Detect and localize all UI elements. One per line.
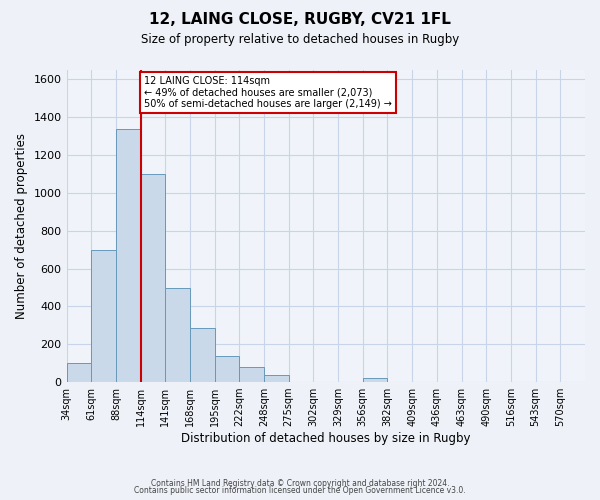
Text: 12 LAING CLOSE: 114sqm
← 49% of detached houses are smaller (2,073)
50% of semi-: 12 LAING CLOSE: 114sqm ← 49% of detached…: [145, 76, 392, 110]
Bar: [264, 376, 289, 382]
X-axis label: Distribution of detached houses by size in Rugby: Distribution of detached houses by size …: [181, 432, 470, 445]
Bar: [215, 356, 239, 382]
Y-axis label: Number of detached properties: Number of detached properties: [15, 133, 28, 319]
Text: Size of property relative to detached houses in Rugby: Size of property relative to detached ho…: [141, 32, 459, 46]
Bar: [239, 367, 264, 382]
Bar: [140, 174, 165, 382]
Bar: [67, 363, 91, 382]
Text: Contains public sector information licensed under the Open Government Licence v3: Contains public sector information licen…: [134, 486, 466, 495]
Bar: [91, 250, 116, 382]
Text: 12, LAING CLOSE, RUGBY, CV21 1FL: 12, LAING CLOSE, RUGBY, CV21 1FL: [149, 12, 451, 28]
Bar: [190, 328, 215, 382]
Bar: [363, 378, 388, 382]
Bar: [165, 288, 190, 382]
Text: Contains HM Land Registry data © Crown copyright and database right 2024.: Contains HM Land Registry data © Crown c…: [151, 478, 449, 488]
Bar: [116, 128, 140, 382]
